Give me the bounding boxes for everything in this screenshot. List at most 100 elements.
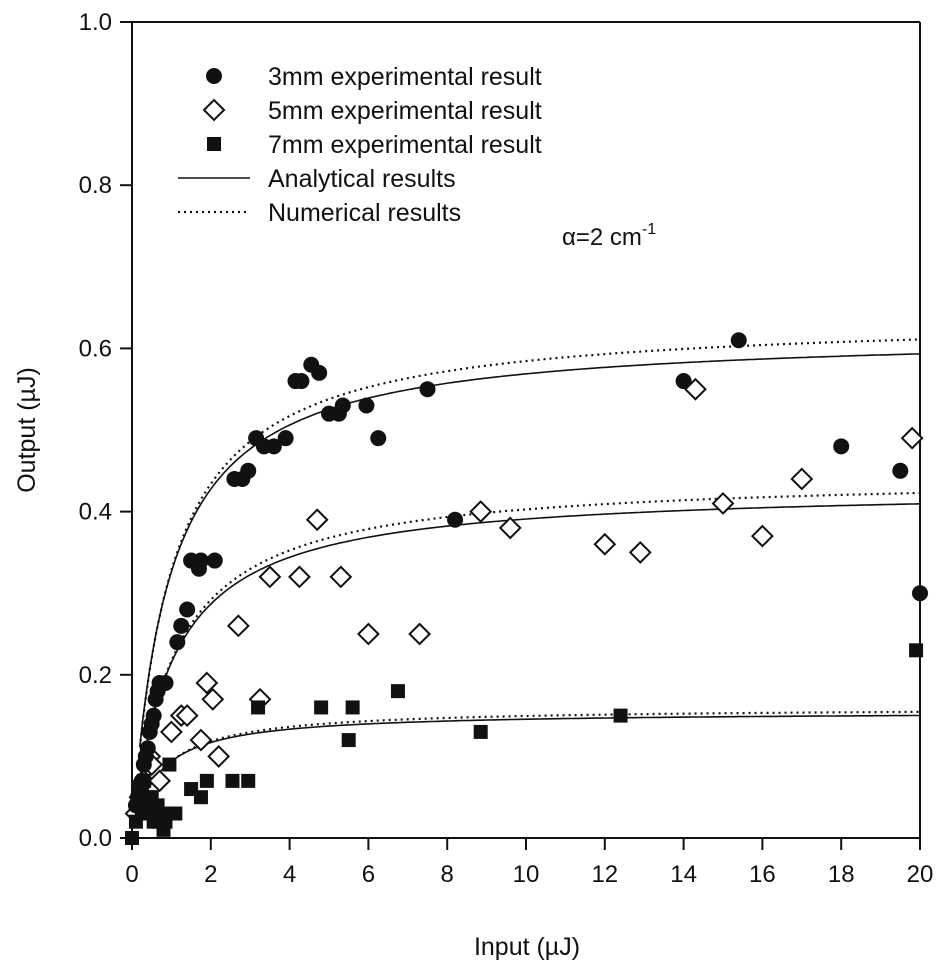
point-5mm [175,704,199,728]
numerical-curve [138,491,921,781]
x-tick-label: 14 [670,861,697,888]
point-3mm [892,462,909,479]
point-7mm [199,773,214,788]
point-5mm [189,728,213,752]
x-tick-label: 2 [204,861,217,888]
point-3mm [833,438,850,455]
point-5mm [469,500,493,524]
y-axis-title: Output (µJ) [13,367,41,493]
point-3mm [311,364,328,381]
point-5mm [790,467,814,491]
point-5mm [148,769,171,793]
point-3mm [675,373,692,390]
point-3mm [277,430,294,447]
point-3mm [419,381,436,398]
point-5mm [711,492,735,515]
point-7mm [251,700,266,715]
alpha-annotation-text: α=2 cm [562,224,642,251]
analytical-curve [139,503,921,780]
x-tick-label: 6 [362,861,375,888]
point-3mm [139,740,156,757]
point-3mm [169,634,186,651]
point-5mm [408,622,432,646]
legend-label: 5mm experimental result [268,97,542,125]
point-3mm [730,332,747,349]
point-5mm [498,516,522,540]
point-7mm [225,773,240,788]
x-tick-label: 8 [441,861,454,888]
point-5mm [900,426,924,450]
point-5mm [258,565,282,589]
point-3mm [157,674,174,691]
point-5mm [226,614,250,638]
axis-ticks: 0.0 0.2 0.4 0.6 0.8 1.0 0 2 4 6 8 10 12 14 16 18 20 [79,9,934,888]
legend-label: Analytical results [268,165,456,193]
y-tick-label: 0.6 [79,335,112,362]
point-3mm [447,511,464,528]
point-3mm [912,585,928,602]
analytical-curve [139,714,920,809]
point-5mm [288,565,311,589]
x-tick-label: 20 [907,861,934,888]
x-tick-label: 4 [283,861,296,888]
x-axis-title: Input (µJ) [474,933,580,961]
point-3mm [206,552,223,569]
numerical-curve [138,338,921,748]
point-7mm [390,684,405,699]
legend-marker [202,98,226,122]
point-3mm [179,601,196,618]
y-tick-label: 0.0 [79,825,112,852]
alpha-annotation-sup: -1 [642,221,656,238]
point-3mm [334,397,351,414]
x-tick-label: 18 [828,861,855,888]
point-7mm [136,773,151,788]
point-5mm [593,532,617,556]
point-3mm [265,438,282,455]
legend-label: Numerical results [268,199,461,227]
point-7mm [125,831,139,845]
point-3mm [145,707,162,724]
point-7mm [473,724,488,739]
points-layer [124,332,928,845]
point-7mm [613,708,628,723]
y-tick-label: 0.4 [79,499,112,526]
y-tick-label: 0.2 [79,662,112,689]
x-tick-label: 10 [513,861,540,888]
x-tick-label: 0 [125,861,138,888]
x-tick-label: 16 [749,861,776,888]
x-tick-label: 12 [591,861,618,888]
point-7mm [241,773,256,788]
point-5mm [305,508,329,532]
point-7mm [909,643,924,658]
analytical-curve [139,353,921,747]
legend-marker [206,68,222,84]
point-3mm [240,462,257,479]
curve-layer [138,338,921,810]
point-7mm [341,733,356,748]
point-5mm [356,622,380,646]
point-7mm [162,757,177,772]
y-tick-label: 0.8 [79,172,112,199]
point-5mm [159,720,183,744]
alpha-annotation: α=2 cm-1 [562,221,656,251]
point-5mm [201,687,225,711]
point-5mm [628,540,652,564]
point-7mm [168,806,183,821]
point-5mm [750,524,774,548]
point-7mm [314,700,329,715]
point-3mm [293,373,310,390]
legend-marker [207,137,221,151]
point-3mm [358,397,375,414]
point-7mm [345,700,360,715]
legend-label: 3mm experimental result [268,63,542,91]
point-5mm [195,671,219,695]
point-5mm [207,744,231,768]
y-tick-label: 1.0 [79,9,112,36]
point-7mm [193,790,208,805]
numerical-curve [138,710,920,810]
point-3mm [173,617,190,634]
point-3mm [192,552,209,569]
point-3mm [370,430,387,447]
